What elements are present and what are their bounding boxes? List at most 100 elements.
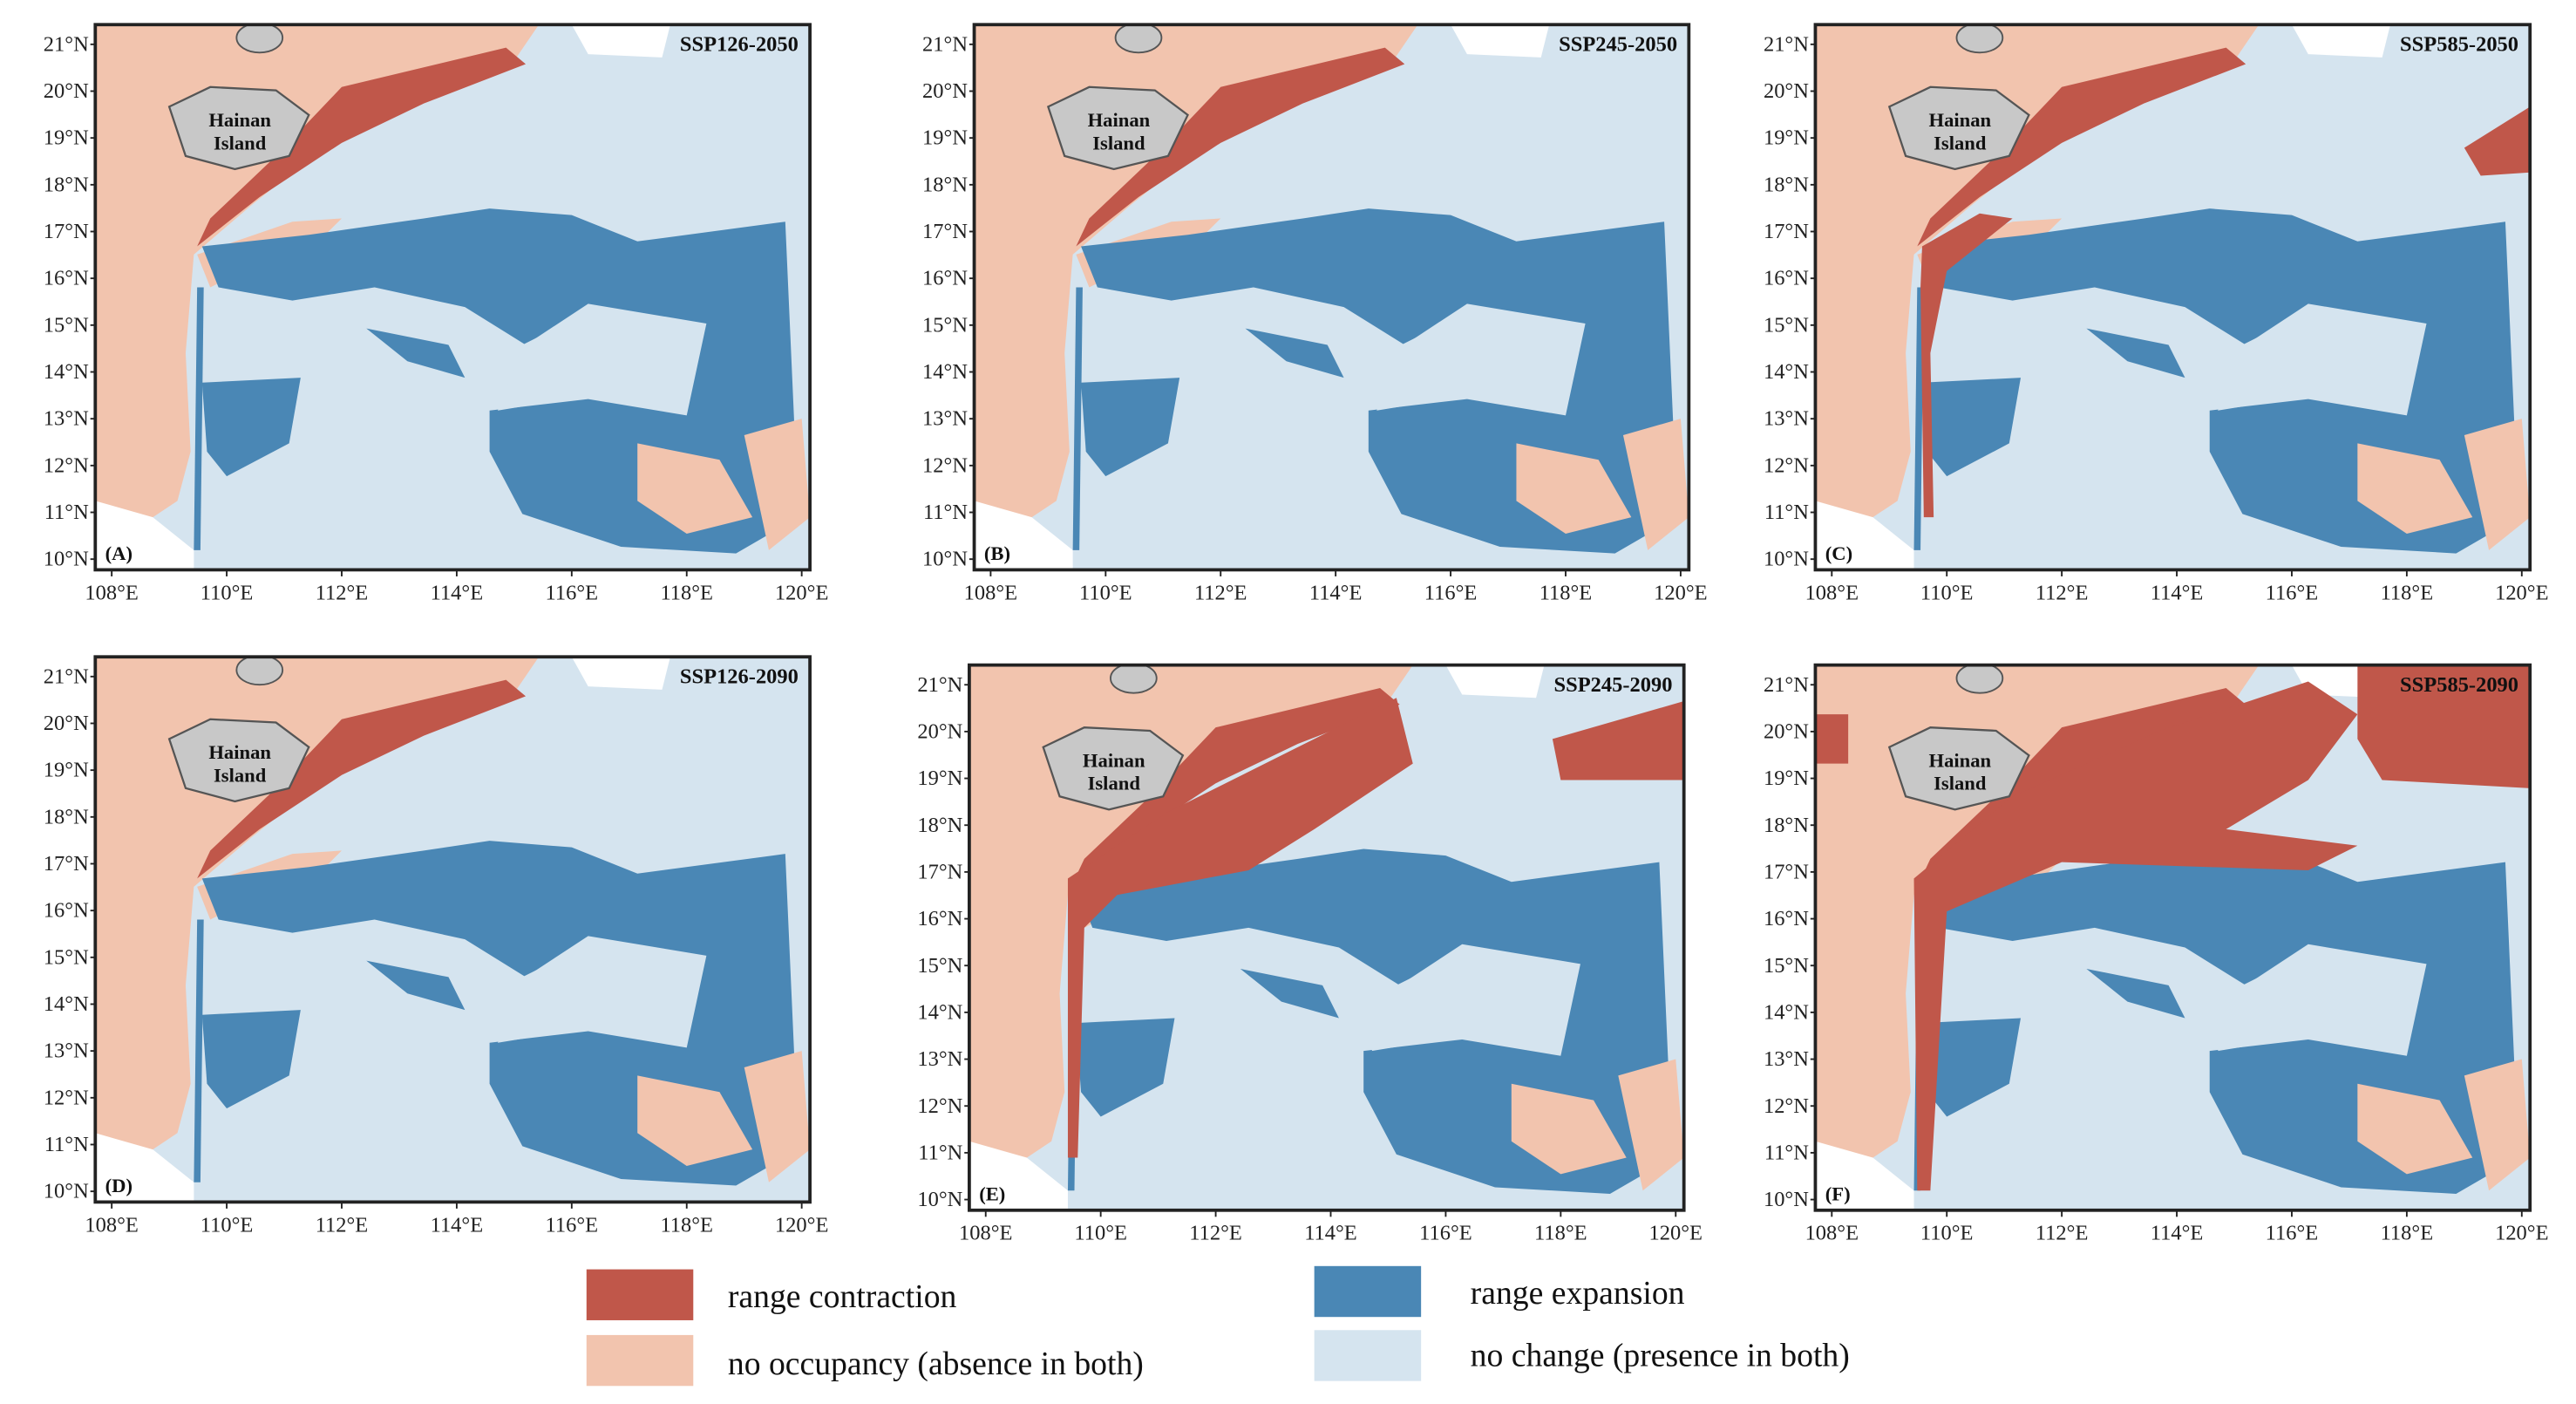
lon-label: 114°E: [1304, 1222, 1357, 1245]
lat-label: 20°N: [1764, 719, 1809, 743]
lat-label: 10°N: [44, 1180, 89, 1203]
contraction-area: [2357, 665, 2531, 788]
lat-label: 15°N: [44, 945, 89, 969]
lat-label: 13°N: [1764, 1047, 1809, 1071]
lon-label: 118°E: [660, 581, 713, 604]
lon-label: 116°E: [1419, 1222, 1472, 1245]
lat-label: 14°N: [917, 1000, 962, 1024]
lat-label: 14°N: [922, 360, 968, 384]
lon-label: 116°E: [1424, 581, 1478, 604]
lat-label: 16°N: [917, 907, 962, 930]
map-area: [1815, 24, 2531, 570]
lon-label: 112°E: [2036, 581, 2089, 604]
lon-label: 116°E: [2266, 1222, 2319, 1245]
lon-label: 120°E: [1654, 581, 1707, 604]
lat-label: 18°N: [1764, 173, 1809, 196]
island-label: Island: [214, 132, 267, 153]
map-raster: [95, 657, 811, 1203]
lat-label: 13°N: [922, 407, 968, 431]
lat-label: 15°N: [917, 954, 962, 978]
island-label: Hainan: [208, 741, 271, 763]
lat-label: 16°N: [44, 267, 89, 290]
lat-label: 19°N: [44, 759, 89, 782]
panel-letter: (E): [979, 1183, 1005, 1205]
lon-label: 118°E: [660, 1213, 713, 1237]
lat-label: 19°N: [1764, 126, 1809, 150]
lat-label: 10°N: [922, 548, 968, 571]
map-frame: [1813, 23, 2532, 572]
panel-letter: (A): [105, 542, 133, 564]
lat-label: 21°N: [922, 32, 968, 56]
lon-label: 110°E: [1920, 1222, 1974, 1245]
lat-label: 18°N: [44, 173, 89, 196]
lon-label: 108°E: [959, 1222, 1012, 1245]
lat-label: 11°N: [1764, 1141, 1809, 1164]
lat-label: 21°N: [1764, 32, 1809, 56]
map-area: [1815, 665, 2531, 1210]
lon-label: 120°E: [2495, 1222, 2548, 1245]
lat-label: 13°N: [1764, 407, 1809, 431]
lat-label: 19°N: [44, 126, 89, 150]
panel-title: SSP126-2090: [680, 665, 799, 688]
lat-label: 12°N: [1764, 1094, 1809, 1118]
lat-label: 17°N: [44, 220, 89, 243]
lon-label: 120°E: [1649, 1222, 1703, 1245]
legend-label: no change (presence in both): [1471, 1338, 1850, 1374]
contraction-area: [1552, 701, 1684, 780]
island-label: Island: [214, 764, 267, 786]
lon-label: 110°E: [1079, 581, 1132, 604]
lon-label: 118°E: [2381, 1222, 2434, 1245]
lat-label: 18°N: [44, 805, 89, 828]
lat-label: 14°N: [1764, 360, 1809, 384]
map-frame: [972, 23, 1691, 572]
lat-label: 18°N: [917, 814, 962, 837]
lat-label: 19°N: [917, 767, 962, 790]
lon-label: 120°E: [775, 581, 828, 604]
lat-label: 19°N: [1764, 767, 1809, 790]
lon-label: 108°E: [85, 1213, 138, 1237]
lon-label: 120°E: [2495, 581, 2548, 604]
legend-label: range contraction: [728, 1278, 957, 1315]
lat-label: 20°N: [917, 719, 962, 743]
lon-label: 112°E: [316, 581, 369, 604]
map-area: [95, 24, 811, 570]
lon-label: 120°E: [775, 1213, 828, 1237]
lat-label: 12°N: [1764, 453, 1809, 477]
map-raster: [95, 24, 811, 570]
lat-label: 14°N: [44, 992, 89, 1016]
lon-label: 114°E: [431, 581, 484, 604]
map-area: [969, 665, 1684, 1210]
lat-label: 19°N: [922, 126, 968, 150]
map-raster: [974, 24, 1689, 570]
lat-label: 13°N: [917, 1047, 962, 1071]
panel-title: SSP585-2090: [2400, 673, 2518, 697]
lat-label: 11°N: [918, 1141, 962, 1164]
lon-label: 118°E: [2381, 581, 2434, 604]
legend-label: range expansion: [1471, 1275, 1685, 1312]
contraction-area: [1913, 681, 2358, 1191]
lat-label: 12°N: [44, 1086, 89, 1109]
lat-label: 14°N: [1764, 1000, 1809, 1024]
lat-label: 20°N: [922, 79, 968, 103]
lon-label: 116°E: [546, 581, 599, 604]
panel-title: SSP585-2050: [2400, 32, 2518, 56]
map-frame: [968, 663, 1686, 1212]
contraction-area: [1815, 714, 1849, 764]
lat-label: 12°N: [922, 453, 968, 477]
lat-label: 17°N: [1764, 860, 1809, 883]
lat-label: 16°N: [44, 899, 89, 923]
lat-label: 12°N: [917, 1094, 962, 1118]
lat-label: 18°N: [922, 173, 968, 196]
lat-label: 20°N: [1764, 79, 1809, 103]
lon-label: 114°E: [2151, 581, 2204, 604]
map-frame: [1813, 663, 2532, 1212]
lat-label: 11°N: [1764, 501, 1809, 524]
legend-swatch: [1314, 1330, 1422, 1381]
lat-label: 17°N: [1764, 220, 1809, 243]
lon-label: 114°E: [2151, 1222, 2204, 1245]
lat-label: 21°N: [917, 673, 962, 697]
